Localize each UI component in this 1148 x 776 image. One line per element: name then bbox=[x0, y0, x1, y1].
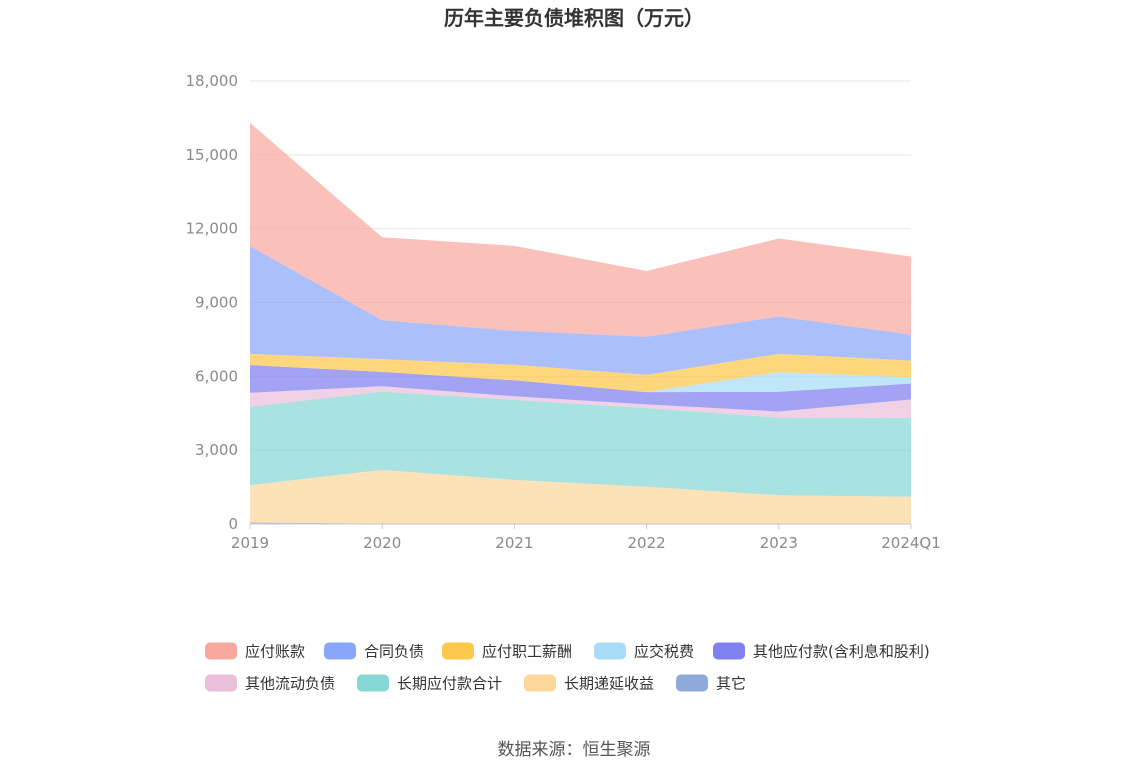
y-tick-label: 0 bbox=[228, 515, 238, 533]
legend-label: 长期递延收益 bbox=[564, 675, 654, 693]
area-series-5 bbox=[250, 365, 911, 393]
legend-swatch bbox=[324, 642, 356, 660]
legend-label: 应付账款 bbox=[245, 643, 305, 661]
legend-item[interactable]: 长期递延收益 bbox=[524, 674, 654, 693]
x-tick-label: 2022 bbox=[628, 534, 666, 552]
legend-item[interactable]: 其它 bbox=[676, 674, 746, 693]
legend-label: 应交税费 bbox=[634, 643, 694, 661]
area-series-7 bbox=[250, 246, 911, 375]
legend-item[interactable]: 应交税费 bbox=[594, 642, 694, 661]
legend-item[interactable]: 应付职工薪酬 bbox=[442, 642, 572, 661]
legend-label: 其它 bbox=[716, 675, 746, 693]
x-tick-label: 2019 bbox=[231, 534, 269, 552]
legend-item[interactable]: 其他应付款(含利息和股利) bbox=[713, 642, 930, 661]
legend-item[interactable]: 应付账款 bbox=[205, 642, 305, 661]
legend-item[interactable]: 长期应付款合计 bbox=[357, 674, 502, 693]
legend-label: 长期应付款合计 bbox=[397, 675, 502, 693]
legend-label: 合同负债 bbox=[364, 643, 424, 661]
legend-swatch bbox=[676, 674, 708, 692]
y-tick-label: 12,000 bbox=[186, 220, 239, 238]
source-note: 数据来源：恒生聚源 bbox=[498, 740, 651, 760]
x-tick-label: 2023 bbox=[760, 534, 798, 552]
area-series-2 bbox=[250, 391, 911, 497]
legend-swatch bbox=[524, 674, 556, 692]
x-tick-label: 2020 bbox=[363, 534, 401, 552]
x-tick-label: 2024Q1 bbox=[881, 534, 941, 552]
y-tick-label: 6,000 bbox=[195, 367, 238, 385]
legend-label: 其他流动负债 bbox=[245, 675, 335, 693]
legend-swatch bbox=[205, 674, 237, 692]
legend: 应付账款 合同负债 应付职工薪酬 应交税费 其他应付款(含利息和股利) 其他流动负债 长期应… bbox=[205, 642, 930, 693]
y-tick-label: 3,000 bbox=[195, 441, 238, 459]
y-axis: 0 3,000 6,000 9,000 12,000 15,000 18,000 bbox=[186, 72, 239, 533]
area-series-6 bbox=[250, 353, 911, 393]
x-tick-label: 2021 bbox=[495, 534, 533, 552]
legend-swatch bbox=[205, 642, 237, 660]
legend-label: 应付职工薪酬 bbox=[482, 643, 572, 661]
y-tick-label: 9,000 bbox=[195, 294, 238, 312]
legend-label: 其他应付款(含利息和股利) bbox=[753, 643, 930, 661]
area-series-4 bbox=[250, 365, 911, 412]
chart-title: 历年主要负债堆积图（万元） bbox=[444, 6, 704, 30]
legend-swatch bbox=[442, 642, 474, 660]
y-tick-label: 18,000 bbox=[186, 72, 239, 90]
legend-swatch bbox=[594, 642, 626, 660]
area-series-8 bbox=[250, 122, 911, 337]
y-tick-label: 15,000 bbox=[186, 146, 239, 164]
area-series-1 bbox=[250, 469, 911, 524]
legend-swatch bbox=[713, 642, 745, 660]
legend-swatch bbox=[357, 674, 389, 692]
legend-item[interactable]: 其他流动负债 bbox=[205, 674, 335, 693]
area-series-3 bbox=[250, 386, 911, 418]
legend-item[interactable]: 合同负债 bbox=[324, 642, 424, 661]
area-series-group bbox=[250, 122, 911, 524]
x-axis: 2019 2020 2021 2022 2023 2024Q1 bbox=[231, 523, 941, 552]
